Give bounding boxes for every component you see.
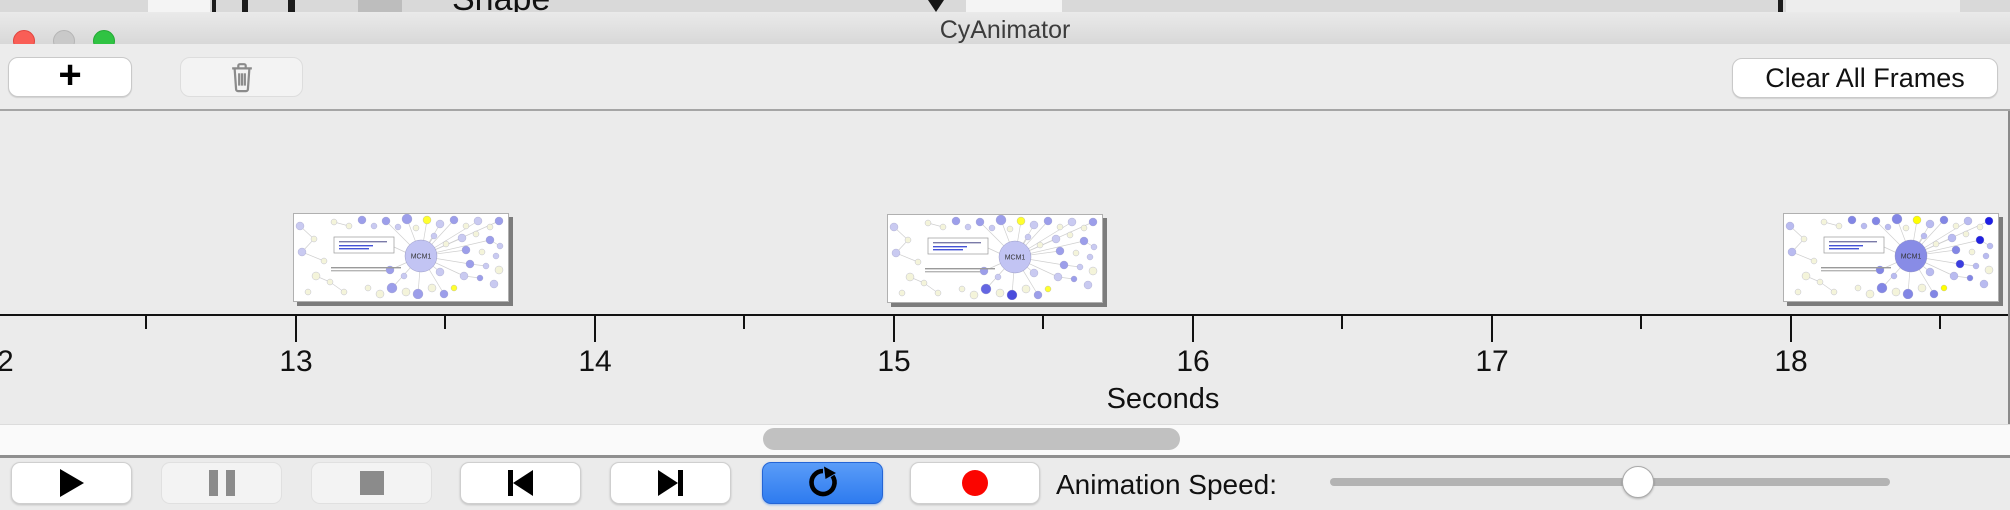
minor-tick bbox=[444, 316, 446, 329]
timeline-hscrollbar-track[interactable] bbox=[0, 424, 2010, 457]
timeline-axis-line bbox=[0, 314, 2008, 316]
skip-to-end-button[interactable] bbox=[610, 462, 731, 504]
background-segment bbox=[358, 0, 402, 12]
background-segment bbox=[1786, 0, 1960, 12]
minor-tick bbox=[743, 316, 745, 329]
skip-to-start-icon bbox=[508, 470, 533, 496]
delete-frame-button[interactable] bbox=[180, 57, 303, 97]
animation-speed-slider-track[interactable] bbox=[1330, 466, 1890, 498]
background-mark bbox=[1778, 0, 1783, 12]
skip-to-start-button[interactable] bbox=[460, 462, 581, 504]
tick-label: 16 bbox=[1176, 345, 1210, 378]
major-tick bbox=[1491, 316, 1493, 342]
timeline-axis-label: Seconds bbox=[1106, 383, 1220, 415]
tick-label: 14 bbox=[578, 345, 612, 378]
major-tick bbox=[1790, 316, 1792, 342]
add-frame-button[interactable]: + bbox=[8, 53, 132, 97]
tick-label: 12 bbox=[0, 345, 37, 379]
background-window-strip: Shape bbox=[0, 0, 2010, 12]
frame-thumbnail-18s[interactable]: MCM1 bbox=[1783, 213, 1999, 302]
frame-thumbnail-15s[interactable]: MCM1 bbox=[887, 214, 1103, 303]
clear-all-frames-button[interactable]: Clear All Frames bbox=[1732, 58, 1998, 98]
tick-label: 15 bbox=[877, 345, 911, 378]
plus-icon: + bbox=[58, 53, 82, 97]
major-tick bbox=[594, 316, 596, 342]
frame-thumbnail-13s[interactable]: MCM1 bbox=[293, 213, 509, 302]
svg-text:MCM1: MCM1 bbox=[411, 254, 432, 261]
stop-button[interactable] bbox=[311, 462, 432, 504]
timeline-hscrollbar-thumb[interactable] bbox=[763, 428, 1180, 450]
background-mark bbox=[288, 0, 295, 12]
major-tick bbox=[893, 316, 895, 342]
background-segment bbox=[148, 0, 210, 12]
pause-button[interactable] bbox=[161, 462, 282, 504]
animation-speed-slider-thumb[interactable] bbox=[1622, 466, 1654, 498]
tick-label: 17 bbox=[1475, 345, 1509, 378]
frame-toolbar: + Clear All Frames bbox=[0, 44, 2010, 111]
background-segment bbox=[966, 0, 1062, 12]
record-icon bbox=[962, 470, 988, 496]
svg-text:MCM1: MCM1 bbox=[1901, 254, 1922, 261]
playback-bar: Animation Speed: bbox=[0, 455, 2010, 510]
background-mark bbox=[242, 0, 248, 12]
trash-icon bbox=[231, 63, 252, 93]
minor-tick bbox=[1042, 316, 1044, 329]
titlebar[interactable]: CyAnimator bbox=[0, 12, 2010, 52]
window-title: CyAnimator bbox=[939, 16, 1071, 44]
background-window-label: Shape bbox=[452, 0, 550, 12]
svg-text:MCM1: MCM1 bbox=[1005, 255, 1026, 262]
animation-speed-label: Animation Speed: bbox=[1056, 469, 1278, 500]
stop-icon bbox=[359, 471, 384, 495]
background-triangle-mark bbox=[928, 0, 944, 12]
minor-tick bbox=[1939, 316, 1941, 329]
major-tick bbox=[1192, 316, 1194, 342]
play-icon bbox=[59, 469, 84, 497]
skip-to-end-icon bbox=[658, 470, 683, 496]
loop-icon bbox=[808, 466, 837, 497]
background-mark bbox=[212, 0, 216, 12]
minor-tick bbox=[1341, 316, 1343, 329]
tick-label: 13 bbox=[279, 345, 313, 378]
minor-tick bbox=[145, 316, 147, 329]
pause-icon bbox=[208, 470, 235, 496]
major-tick bbox=[295, 316, 297, 342]
tick-label: 18 bbox=[1774, 345, 1808, 378]
minor-tick bbox=[1640, 316, 1642, 329]
loop-button[interactable] bbox=[762, 462, 883, 504]
record-button[interactable] bbox=[910, 462, 1040, 504]
timeline-panel[interactable]: MCM1 MCM1 MCM1 12 13 14 15 16 17 18 Second… bbox=[0, 111, 2010, 424]
play-button[interactable] bbox=[11, 462, 132, 504]
